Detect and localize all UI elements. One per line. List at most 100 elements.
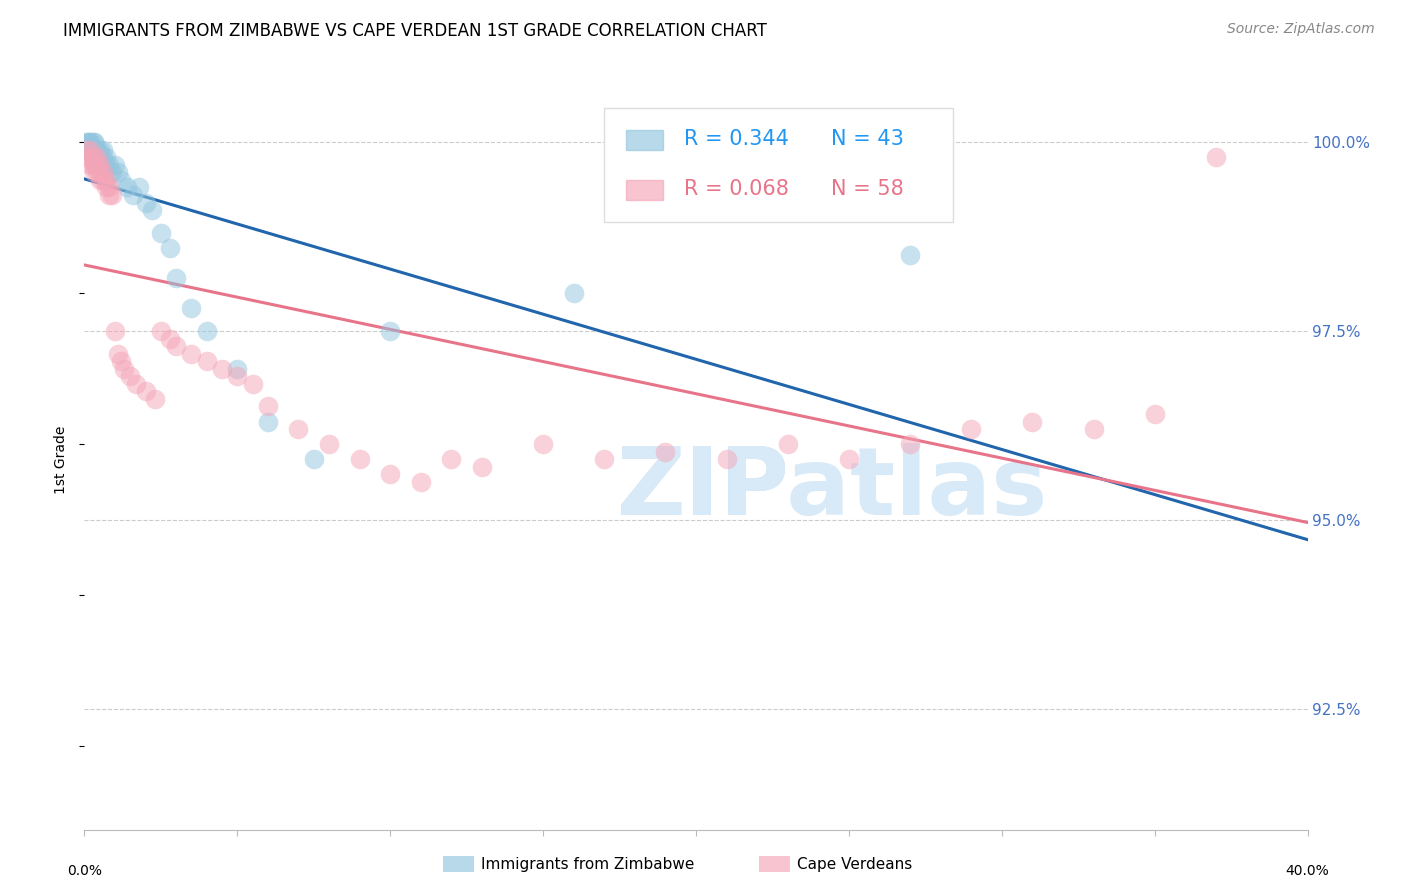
Point <box>83 143 105 157</box>
Point <box>898 248 921 262</box>
Point <box>91 165 114 179</box>
Point <box>91 150 114 164</box>
Point <box>1083 422 1105 436</box>
Point <box>97 180 120 194</box>
Point <box>135 384 157 399</box>
Point <box>165 339 187 353</box>
Point <box>107 346 129 360</box>
Point <box>86 143 108 157</box>
Point <box>1205 150 1227 164</box>
Y-axis label: 1st Grade: 1st Grade <box>55 425 69 493</box>
Point <box>89 173 111 187</box>
Point <box>104 158 127 172</box>
Point <box>83 135 105 149</box>
FancyBboxPatch shape <box>626 180 664 201</box>
Point <box>79 143 101 157</box>
Point <box>83 165 105 179</box>
Text: R = 0.344: R = 0.344 <box>683 128 789 149</box>
Point <box>960 422 983 436</box>
Text: 40.0%: 40.0% <box>1285 863 1330 878</box>
Text: Immigrants from Zimbabwe: Immigrants from Zimbabwe <box>481 857 695 871</box>
Point <box>86 143 108 157</box>
Point <box>89 158 111 172</box>
Point <box>593 452 616 467</box>
Point <box>94 158 117 172</box>
Text: N = 43: N = 43 <box>831 128 904 149</box>
Point <box>76 135 98 149</box>
Point <box>838 452 860 467</box>
Point <box>79 143 101 157</box>
Point <box>86 150 108 164</box>
Point <box>112 361 135 376</box>
Point <box>83 150 105 164</box>
Point <box>83 143 105 157</box>
Point <box>76 135 98 149</box>
Point <box>1021 415 1043 429</box>
Point <box>195 354 218 368</box>
Point <box>83 150 105 164</box>
Point <box>1143 407 1166 421</box>
Point <box>898 437 921 451</box>
Point <box>287 422 309 436</box>
Point <box>654 445 676 459</box>
Point <box>195 324 218 338</box>
Point <box>180 301 202 316</box>
Point <box>776 437 799 451</box>
Point <box>83 135 105 149</box>
Point <box>97 158 120 172</box>
Point <box>86 158 108 172</box>
Point <box>562 286 585 301</box>
Point <box>226 369 249 384</box>
Point <box>149 226 172 240</box>
Point <box>89 150 111 164</box>
Point <box>83 158 105 172</box>
Point <box>149 324 172 338</box>
Point <box>128 180 150 194</box>
Point <box>79 158 101 172</box>
Point <box>141 203 163 218</box>
Point <box>257 400 280 414</box>
Point <box>110 173 132 187</box>
Point <box>115 180 138 194</box>
Point <box>318 437 340 451</box>
Point <box>471 459 494 474</box>
Point <box>125 376 148 391</box>
Text: R = 0.068: R = 0.068 <box>683 179 789 199</box>
Point <box>79 135 101 149</box>
Point <box>86 165 108 179</box>
Point <box>104 324 127 338</box>
Point <box>380 467 402 482</box>
Point <box>440 452 463 467</box>
Point <box>86 150 108 164</box>
Point <box>143 392 166 406</box>
Point <box>83 158 105 172</box>
Point <box>409 475 432 489</box>
Point <box>89 158 111 172</box>
Text: IMMIGRANTS FROM ZIMBABWE VS CAPE VERDEAN 1ST GRADE CORRELATION CHART: IMMIGRANTS FROM ZIMBABWE VS CAPE VERDEAN… <box>63 22 768 40</box>
Point <box>302 452 325 467</box>
Point <box>159 331 181 345</box>
Point <box>349 452 371 467</box>
Point <box>89 143 111 157</box>
Point <box>257 415 280 429</box>
Point <box>716 452 738 467</box>
Point <box>380 324 402 338</box>
Point <box>83 143 105 157</box>
Point <box>107 165 129 179</box>
Point <box>91 173 114 187</box>
Point <box>94 173 117 187</box>
FancyBboxPatch shape <box>605 108 953 222</box>
Point <box>211 361 233 376</box>
Text: ZIPatlas: ZIPatlas <box>616 443 1047 535</box>
Point <box>120 369 142 384</box>
Text: Cape Verdeans: Cape Verdeans <box>797 857 912 871</box>
Point <box>242 376 264 391</box>
Point <box>91 143 114 157</box>
Point <box>165 271 187 285</box>
Point <box>122 188 145 202</box>
Text: ZIP: ZIP <box>616 443 789 535</box>
Point <box>76 143 98 157</box>
Point <box>135 195 157 210</box>
Point <box>94 180 117 194</box>
FancyBboxPatch shape <box>626 130 664 150</box>
